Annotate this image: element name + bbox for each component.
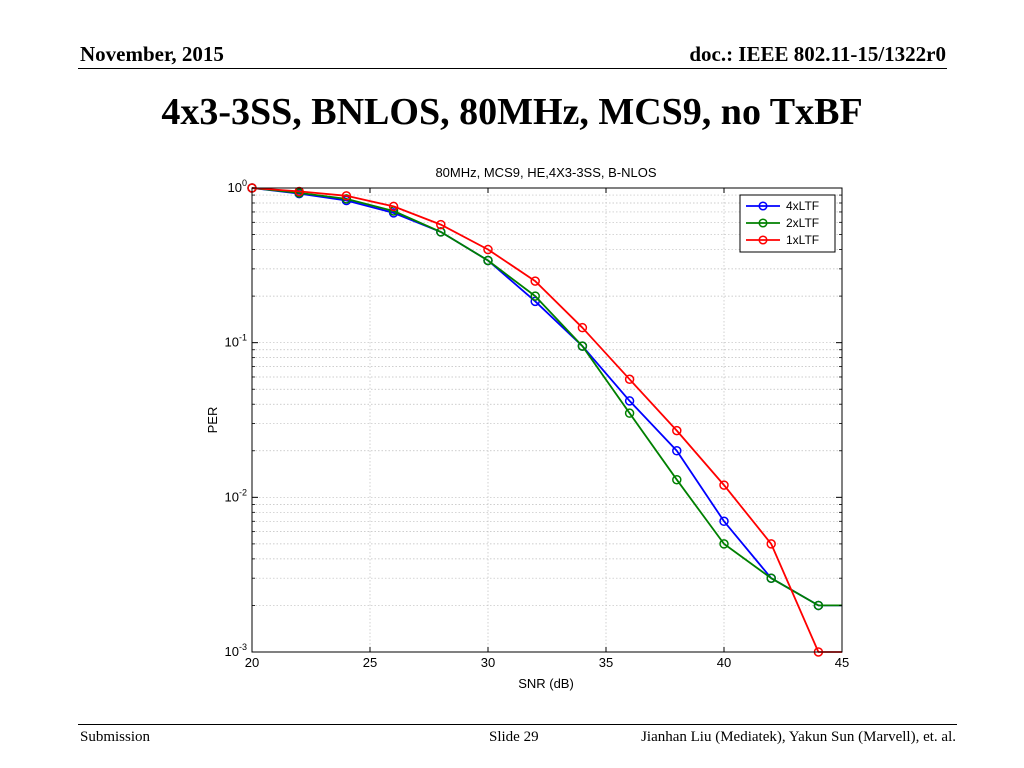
data-point-2xLTF [624,408,635,418]
x-axis-label: SNR (dB) [518,676,574,691]
axes-box [251,187,843,653]
data-point-1xLTF [766,539,776,549]
data-point-1xLTF [672,425,682,436]
slide-title: 4x3-3SS, BNLOS, 80MHz, MCS9, no TxBF [161,91,863,133]
series-line-2xLTF [251,187,842,607]
data-point-2xLTF [672,474,682,485]
data-point-4xLTF [624,396,635,406]
data-point-1xLTF [388,201,399,212]
y-tick-label: 10-2 [225,487,247,504]
plot-background [252,188,842,652]
plot-area [252,188,842,652]
data-point-1xLTF [624,374,635,385]
y-tick-label: 10-3 [225,642,247,659]
data-point-1xLTF [577,322,588,333]
data-point-1xLTF [294,186,304,197]
legend-swatch-marker [758,235,768,245]
x-tick-label: 35 [599,655,613,670]
footer-submission: Submission [80,729,151,745]
series-line-4xLTF [251,187,842,607]
x-tick-labels: 20 25 30 35 40 45 [245,655,849,670]
footer-slide-number: Slide 29 [489,729,539,745]
data-point-1xLTF [483,244,493,255]
axes-frame [251,187,843,653]
footer-authors: Jianhan Liu (Mediatek), Yakun Sun (Marve… [641,729,956,745]
x-tick-label: 20 [245,655,259,670]
data-point-2xLTF [530,291,540,301]
legend: 4xLTF 2xLTF 1xLTF [739,194,836,253]
header-doc-id: doc.: IEEE 802.11-15/1322r0 [689,42,946,66]
data-point-2xLTF [766,573,776,583]
header-divider [78,68,947,69]
header-date: November, 2015 [80,42,224,66]
y-axis-label: PER [205,407,220,434]
legend-label: 2xLTF [786,216,819,230]
data-point-2xLTF [813,600,824,611]
series-line-1xLTF [251,187,842,653]
x-tick-label: 30 [481,655,495,670]
footer-divider [78,724,957,725]
data-point-2xLTF [719,539,729,549]
legend-swatch-marker [758,201,768,211]
series-layer [247,183,842,657]
y-tick-labels: 100 10-1 10-2 10-3 [225,178,247,659]
x-tick-label: 40 [717,655,731,670]
y-tick-label: 100 [228,178,247,195]
x-tick-label: 25 [363,655,377,670]
data-point-2xLTF [483,255,493,266]
x-tick-label: 45 [835,655,849,670]
legend-label: 1xLTF [786,233,819,247]
data-point-4xLTF [672,446,682,456]
legend-swatch-marker [758,218,768,228]
chart-title: 80MHz, MCS9, HE,4X3-3SS, B-NLOS [435,165,656,180]
data-point-1xLTF [719,480,729,490]
legend-label: 4xLTF [786,199,819,213]
data-point-1xLTF [530,276,540,286]
data-point-1xLTF [341,191,352,201]
data-point-2xLTF [577,341,588,351]
y-tick-label: 10-1 [225,333,247,350]
data-point-1xLTF [436,219,446,230]
data-point-4xLTF [719,516,729,527]
